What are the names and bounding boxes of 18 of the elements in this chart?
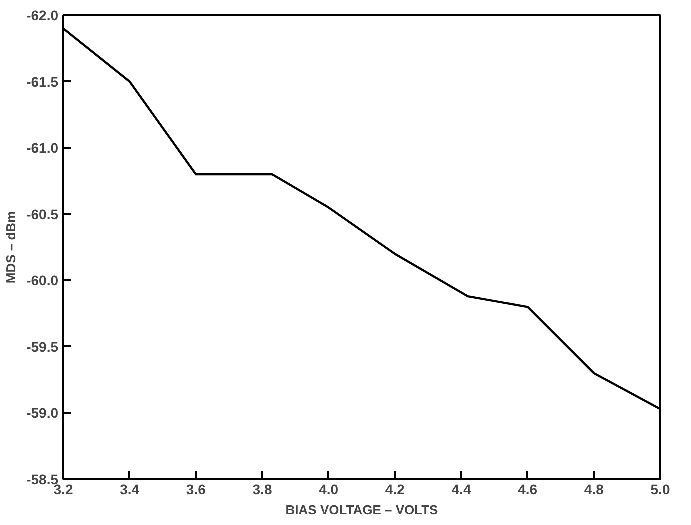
x-tick-label: 4.2 bbox=[385, 482, 406, 498]
x-axis-title: BIAS VOLTAGE – VOLTS bbox=[286, 502, 439, 518]
y-tick-label: -59.5 bbox=[26, 338, 59, 355]
y-tick-label: -62.0 bbox=[26, 8, 59, 24]
y-tick-label: -59.0 bbox=[26, 405, 59, 422]
y-tick-label: -60.0 bbox=[26, 272, 59, 289]
y-axis-title: MDS – dBm bbox=[4, 211, 19, 284]
y-tick-label: -60.5 bbox=[26, 206, 59, 222]
x-tick-label: 4.0 bbox=[319, 482, 339, 498]
x-tick-label: 3.8 bbox=[252, 482, 272, 498]
x-tick-label: 5.0 bbox=[650, 482, 670, 498]
y-tick-label: -61.5 bbox=[26, 74, 59, 90]
y-tick-label: -61.0 bbox=[26, 140, 59, 156]
x-tick-label: 4.4 bbox=[452, 482, 472, 498]
x-tick-label: 3.4 bbox=[120, 482, 140, 498]
x-tick-label: 4.8 bbox=[584, 482, 604, 498]
x-tick-label: 3.6 bbox=[186, 482, 206, 498]
x-tick-label: 4.6 bbox=[518, 482, 538, 498]
